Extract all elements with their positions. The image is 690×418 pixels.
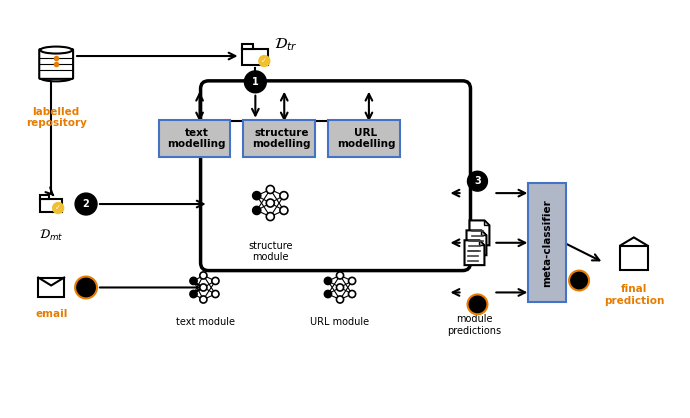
Text: labelled
repository: labelled repository <box>26 107 87 128</box>
Text: email: email <box>35 309 68 319</box>
Circle shape <box>190 278 197 285</box>
Text: structure
module: structure module <box>248 241 293 263</box>
Circle shape <box>280 206 288 214</box>
FancyBboxPatch shape <box>40 199 62 212</box>
Ellipse shape <box>40 74 72 82</box>
Circle shape <box>266 199 275 207</box>
Text: 3: 3 <box>474 176 481 186</box>
FancyBboxPatch shape <box>242 48 268 65</box>
Circle shape <box>348 278 355 285</box>
Circle shape <box>253 206 261 214</box>
Circle shape <box>337 296 344 303</box>
Circle shape <box>266 186 275 194</box>
Polygon shape <box>484 220 489 225</box>
Circle shape <box>266 213 275 221</box>
Text: URL module: URL module <box>310 317 370 327</box>
Circle shape <box>75 193 97 215</box>
Polygon shape <box>466 230 486 255</box>
Circle shape <box>324 278 331 285</box>
FancyBboxPatch shape <box>242 44 253 48</box>
Text: module
predictions: module predictions <box>447 314 502 336</box>
FancyBboxPatch shape <box>38 278 64 298</box>
Circle shape <box>200 272 207 279</box>
Circle shape <box>259 56 270 66</box>
Circle shape <box>569 270 589 291</box>
Circle shape <box>337 272 344 279</box>
Text: 1: 1 <box>252 77 259 87</box>
Polygon shape <box>482 230 486 235</box>
Circle shape <box>200 296 207 303</box>
Circle shape <box>200 284 207 291</box>
Polygon shape <box>480 240 484 245</box>
Text: final
prediction: final prediction <box>604 285 664 306</box>
FancyBboxPatch shape <box>244 120 315 157</box>
Text: URL
modelling: URL modelling <box>337 127 395 149</box>
Text: 2: 2 <box>83 199 90 209</box>
Circle shape <box>468 294 487 314</box>
Circle shape <box>190 291 197 298</box>
Text: 1: 1 <box>83 283 90 293</box>
FancyBboxPatch shape <box>620 246 648 270</box>
FancyBboxPatch shape <box>159 120 230 157</box>
FancyBboxPatch shape <box>328 120 400 157</box>
Text: ✓: ✓ <box>262 58 267 64</box>
Circle shape <box>337 284 344 291</box>
Circle shape <box>468 171 487 191</box>
FancyBboxPatch shape <box>529 183 566 302</box>
Text: text
modelling: text modelling <box>168 127 226 149</box>
Ellipse shape <box>40 46 72 54</box>
FancyBboxPatch shape <box>39 49 73 79</box>
Circle shape <box>244 71 266 93</box>
Circle shape <box>324 291 331 298</box>
Text: ✓: ✓ <box>55 205 61 211</box>
Circle shape <box>75 277 97 298</box>
Circle shape <box>348 291 355 298</box>
Text: $\mathcal{D}_{tr}$: $\mathcal{D}_{tr}$ <box>275 37 298 54</box>
FancyBboxPatch shape <box>201 81 471 270</box>
Polygon shape <box>469 220 489 245</box>
Text: 3: 3 <box>575 275 582 285</box>
Circle shape <box>212 278 219 285</box>
Circle shape <box>212 291 219 298</box>
Circle shape <box>52 203 63 214</box>
Text: meta-classifier: meta-classifier <box>542 199 552 287</box>
Circle shape <box>280 191 288 200</box>
Text: 2: 2 <box>474 299 481 309</box>
FancyBboxPatch shape <box>40 195 49 199</box>
Text: text module: text module <box>176 317 235 327</box>
Polygon shape <box>464 240 484 265</box>
Text: structure
modelling: structure modelling <box>252 127 310 149</box>
Text: $\mathcal{D}_{mt}$: $\mathcal{D}_{mt}$ <box>39 228 63 243</box>
Circle shape <box>253 191 261 200</box>
